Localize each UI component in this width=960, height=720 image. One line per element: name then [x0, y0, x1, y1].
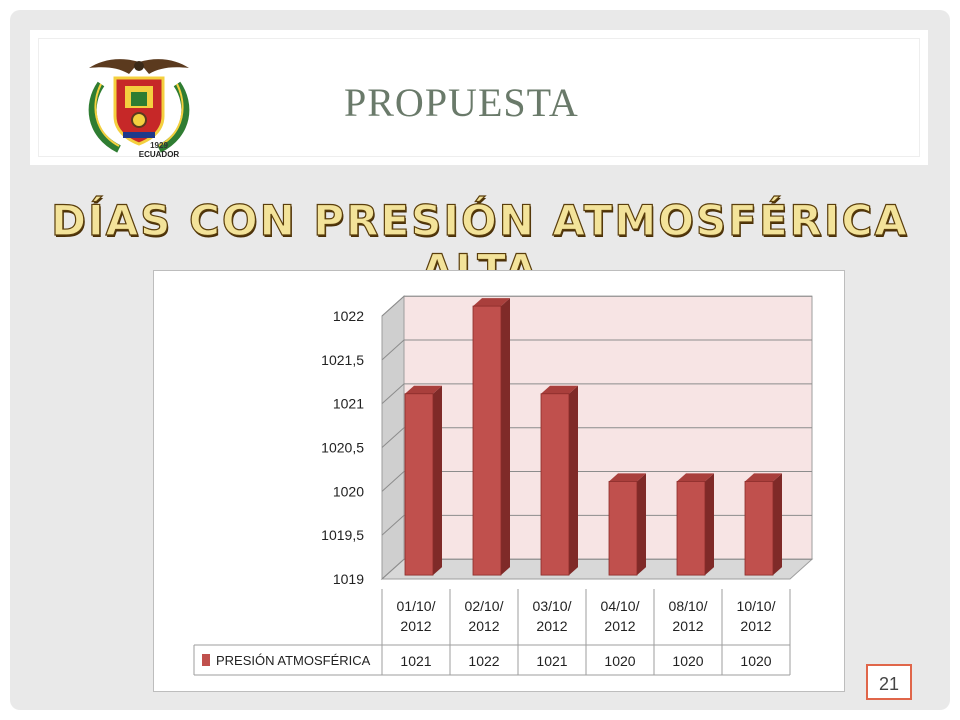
bar [472, 298, 510, 576]
data-label: 1020 [604, 653, 635, 669]
bar-top [609, 473, 646, 482]
bar-top [473, 298, 510, 307]
gridline [381, 339, 812, 361]
bar-top [745, 473, 782, 482]
logo-year: 1929 [150, 141, 168, 150]
x-tick-label: 02/10/ [465, 598, 504, 614]
page-number: 21 [866, 664, 912, 700]
x-tick-label: 2012 [400, 618, 431, 634]
x-tick-label: 08/10/ [669, 598, 708, 614]
coat-of-arms-logo [88, 59, 190, 153]
bar-side [569, 385, 578, 576]
x-tick-label: 2012 [604, 618, 635, 634]
bar-top [405, 385, 442, 394]
x-tick-label: 04/10/ [601, 598, 640, 614]
bar [404, 385, 442, 576]
bar-front [540, 393, 570, 576]
gridline [381, 514, 812, 536]
data-label: 1021 [400, 653, 431, 669]
bar [676, 473, 714, 576]
x-tick-label: 2012 [468, 618, 499, 634]
bar-front [676, 481, 706, 576]
x-tick-label: 2012 [672, 618, 703, 634]
bar-front [608, 481, 638, 576]
bar [744, 473, 782, 576]
bar-front [744, 481, 774, 576]
y-tick-label: 1020 [333, 483, 364, 499]
bar-side [501, 298, 510, 576]
legend-label: PRESIÓN ATMOSFÉRICA [216, 653, 371, 668]
header-banner: 1929 ECUADOR PROPUESTA [30, 30, 928, 165]
gridline [381, 383, 812, 405]
data-label: 1020 [740, 653, 771, 669]
bar-top [541, 385, 578, 394]
x-tick-label: 03/10/ [533, 598, 572, 614]
bar-front [472, 305, 502, 576]
bar-side [773, 473, 782, 576]
gridline [381, 558, 812, 580]
bar [608, 473, 646, 576]
bar-top [677, 473, 714, 482]
gridline [381, 471, 812, 492]
x-tick-label: 01/10/ [397, 598, 436, 614]
y-tick-label: 1022 [333, 308, 364, 324]
gridline [381, 427, 812, 448]
header-inner: 1929 ECUADOR PROPUESTA [38, 38, 920, 159]
chart-container: 1019 1019,5 1020 1020,5 1021 1021,5 1022 01/10… [153, 270, 845, 692]
x-tick-label: 2012 [536, 618, 567, 634]
bar-front [404, 393, 434, 576]
bar [540, 385, 578, 576]
slide-title: PROPUESTA [344, 80, 579, 125]
data-label: 1021 [536, 653, 567, 669]
data-label: 1020 [672, 653, 703, 669]
y-tick-label: 1019 [333, 571, 364, 587]
logo-country: ECUADOR [138, 150, 180, 159]
y-tick-label: 1020,5 [321, 440, 364, 456]
bar-side [705, 473, 714, 576]
x-tick-label: 2012 [740, 618, 771, 634]
y-tick-label: 1021,5 [321, 352, 364, 368]
bar-side [637, 473, 646, 576]
data-label: 1022 [468, 653, 499, 669]
y-tick-label: 1021 [333, 396, 364, 412]
legend-swatch [202, 654, 210, 666]
bar-side [433, 385, 442, 576]
x-tick-label: 10/10/ [737, 598, 776, 614]
bar-chart: 1019 1019,5 1020 1020,5 1021 1021,5 1022 01/10… [193, 295, 814, 676]
y-tick-label: 1019,5 [321, 527, 364, 543]
gridline [381, 295, 812, 317]
